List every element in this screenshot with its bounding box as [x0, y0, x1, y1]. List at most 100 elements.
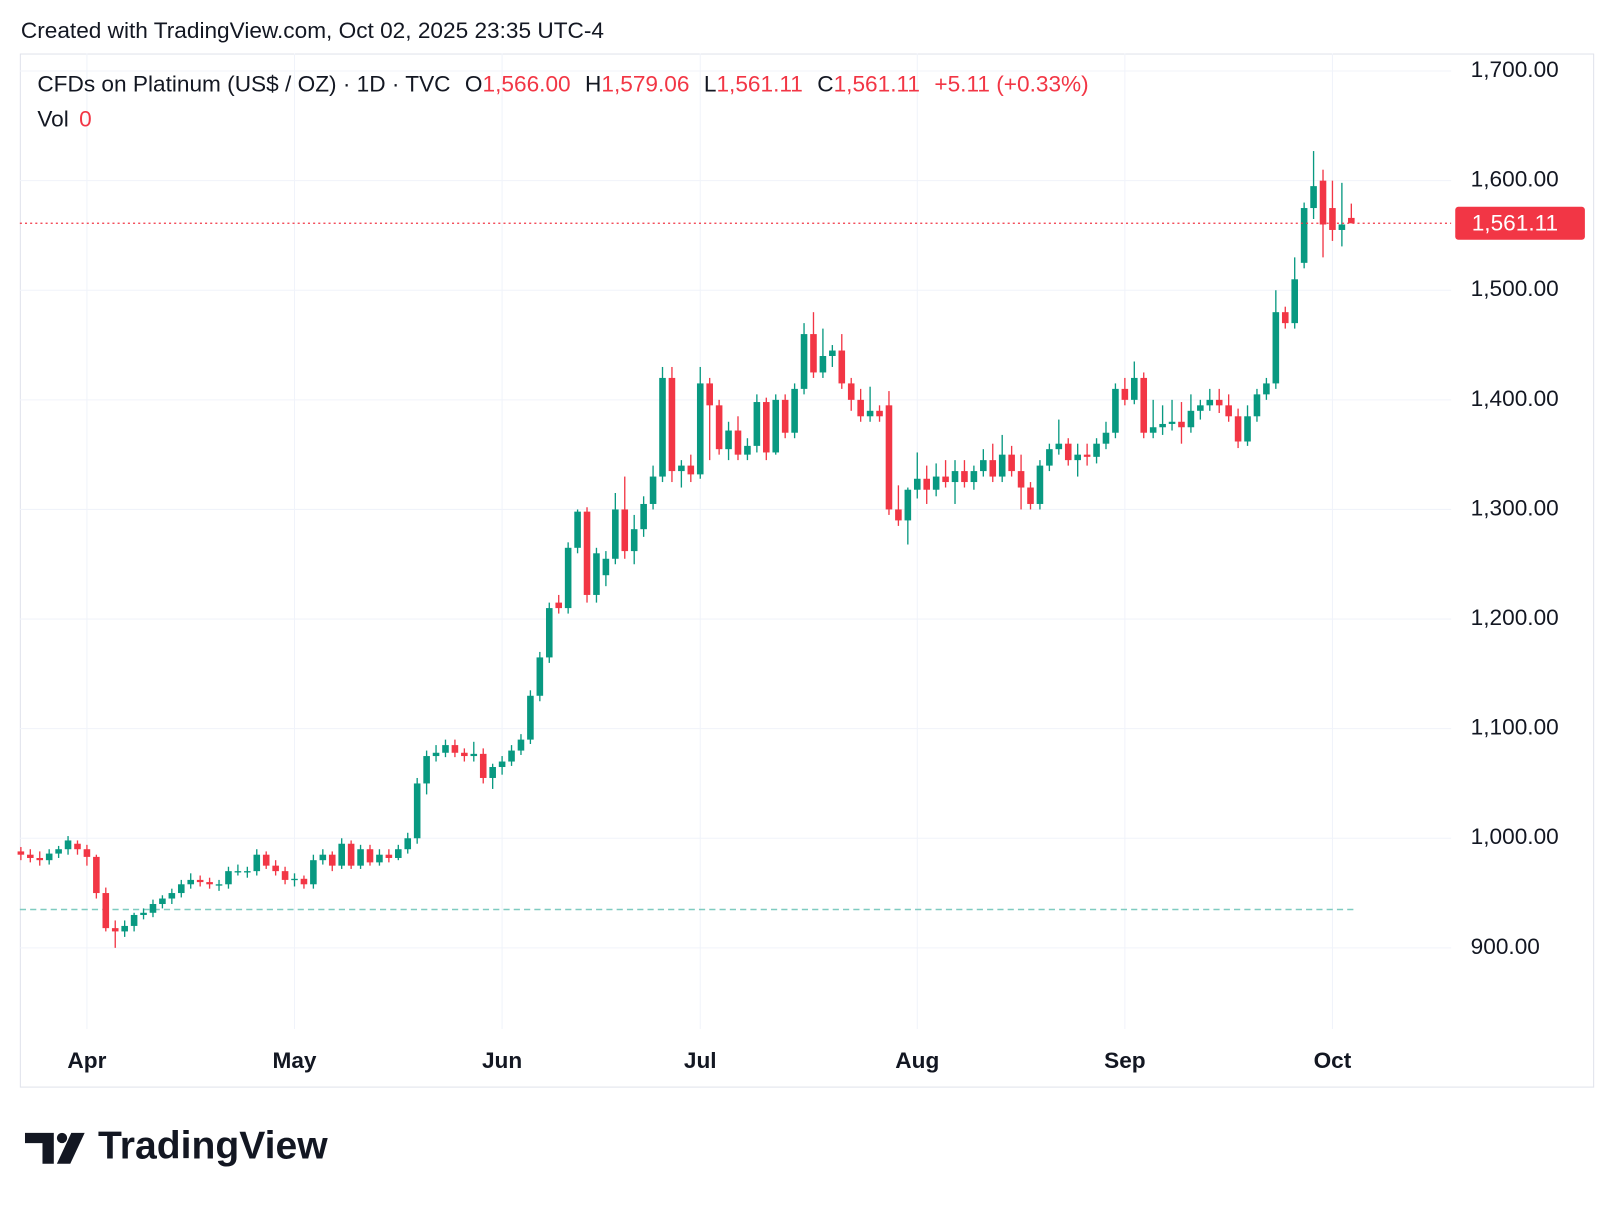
candle-body: [649, 476, 657, 504]
candle-body: [366, 849, 374, 863]
candle-body: [1234, 416, 1242, 442]
candle-body: [630, 529, 638, 552]
legend-high-label: H: [585, 71, 601, 96]
candle-body: [923, 478, 931, 490]
candle-body: [838, 350, 846, 384]
candle-body: [130, 914, 138, 926]
candle-body: [1036, 465, 1044, 504]
candle-body: [1348, 217, 1355, 224]
candle-body: [932, 476, 940, 490]
candle-body: [479, 753, 487, 778]
candle-body: [1064, 443, 1072, 461]
brand-logo: [24, 1132, 85, 1164]
legend-high: 1,579.06: [601, 71, 689, 96]
candle-body: [187, 879, 195, 885]
legend-open-label: O: [465, 71, 483, 96]
candle-body: [678, 465, 685, 472]
candle-body: [121, 925, 128, 932]
candle-body: [1093, 443, 1100, 457]
candle-body: [508, 750, 515, 762]
candle-body: [347, 843, 355, 866]
candle-body: [763, 402, 770, 453]
candle-body: [244, 871, 251, 873]
candle-body: [159, 898, 166, 905]
logo-dot: [56, 1132, 68, 1144]
candle-body: [951, 471, 959, 483]
candle-body: [829, 350, 836, 357]
candle-body: [385, 854, 393, 858]
legend-volume: 0: [79, 106, 92, 131]
y-tick-label: 1,200.00: [1471, 605, 1559, 630]
candle-body: [1187, 410, 1195, 428]
candle-body: [1168, 421, 1176, 424]
candle-body: [206, 882, 213, 885]
candle-body: [461, 752, 468, 757]
candle-body: [706, 383, 713, 406]
candle-body: [876, 410, 883, 417]
candle-body: [83, 849, 91, 857]
candle-body: [1083, 454, 1091, 457]
candle-body: [725, 430, 732, 450]
candle-body: [753, 402, 761, 446]
candle-body: [64, 840, 72, 850]
y-tick-label: 1,600.00: [1471, 167, 1559, 192]
candle-body: [1215, 399, 1223, 406]
candle-body: [1055, 443, 1063, 450]
candle-body: [149, 904, 157, 913]
candle-body: [1017, 471, 1025, 488]
candle-body: [262, 854, 270, 866]
candle-body: [272, 865, 279, 872]
y-tick-label: 1,400.00: [1471, 386, 1559, 411]
candle-body: [177, 884, 185, 894]
candle-body: [1140, 377, 1148, 433]
candle-body: [489, 767, 496, 778]
legend-low-label: L: [704, 71, 717, 96]
candle-body: [1319, 180, 1327, 225]
candle-body: [574, 511, 581, 548]
y-tick-label: 1,500.00: [1471, 276, 1559, 301]
candle-body: [1008, 454, 1015, 472]
candle-body: [734, 430, 742, 455]
candle-body: [564, 547, 572, 609]
candle-body: [885, 405, 893, 510]
candle-body: [432, 752, 440, 757]
candle-body: [772, 399, 780, 453]
candle-body: [17, 851, 25, 855]
last-price-label: 1,561.11: [1472, 210, 1558, 235]
candle-body: [1027, 487, 1034, 504]
candle-body: [913, 478, 921, 490]
candle-body: [36, 857, 44, 861]
candle-body: [1112, 388, 1119, 433]
x-tick-label: Sep: [1104, 1048, 1145, 1073]
candle-body: [1131, 377, 1138, 400]
candle-body: [781, 399, 789, 433]
candle-body: [555, 602, 563, 609]
candle-body: [527, 695, 534, 740]
candle-body: [640, 503, 647, 530]
candle-body: [338, 843, 345, 866]
candle-body: [395, 849, 402, 858]
logo-slash: [56, 1132, 85, 1164]
logo-mark: [24, 1132, 54, 1164]
candle-body: [413, 783, 421, 839]
candle-body: [281, 871, 289, 880]
y-tick-label: 900.00: [1471, 934, 1540, 959]
candle-body: [310, 860, 317, 885]
candle-body: [602, 558, 610, 576]
candle-body: [810, 334, 817, 373]
candle-body: [866, 410, 874, 417]
chart-frame: [19, 53, 1595, 1088]
candle-body: [1159, 423, 1166, 428]
candle-body: [1225, 405, 1232, 417]
candle-body: [1291, 279, 1298, 324]
candle-body: [225, 871, 232, 885]
y-tick-label: 1,300.00: [1471, 495, 1559, 520]
candle-body: [687, 465, 695, 475]
candle-body: [1121, 388, 1129, 400]
candle-body: [234, 871, 242, 873]
candle-body: [1263, 383, 1270, 395]
candle-body: [961, 471, 968, 483]
x-tick-label: Jun: [482, 1048, 522, 1073]
legend-symbol: CFDs on Platinum (US$ / OZ) · 1D · TVC: [37, 71, 450, 96]
